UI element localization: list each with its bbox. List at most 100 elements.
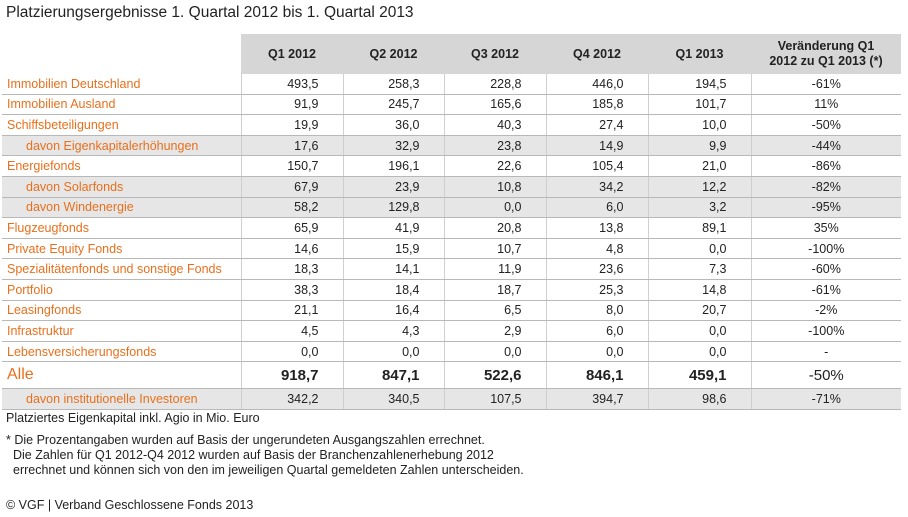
row-label: Portfolio — [2, 279, 241, 301]
value-cell: 10,7 — [443, 238, 546, 260]
value-cell: 0,0 — [240, 341, 343, 363]
value-cell: 165,6 — [443, 94, 546, 116]
value-cell: 34,2 — [545, 176, 648, 198]
value-cell: 15,9 — [342, 238, 444, 260]
value-cell: 14,6 — [240, 238, 343, 260]
value-cell: 847,1 — [342, 361, 444, 390]
value-cell: 23,9 — [342, 176, 444, 198]
change-cell: -100% — [750, 238, 901, 260]
value-cell: 493,5 — [240, 74, 343, 95]
value-cell: 9,9 — [647, 135, 751, 157]
change-cell: -100% — [750, 320, 901, 342]
header-corner — [2, 34, 241, 74]
value-cell: 98,6 — [647, 388, 751, 410]
row-label: davon institutionelle Investoren — [2, 388, 241, 410]
value-cell: 459,1 — [647, 361, 751, 390]
header-row: Q1 2012 Q2 2012 Q3 2012 Q4 2012 Q1 2013 Verän… — [2, 34, 901, 74]
change-cell: -71% — [750, 388, 901, 410]
table-row: Immobilien Ausland 91,9 245,7 165,6 185,8 101… — [2, 94, 901, 116]
value-cell: 14,9 — [545, 135, 648, 157]
copyright-note: © VGF | Verband Geschlossene Fonds 2013 — [6, 498, 254, 512]
row-label: Alle — [2, 361, 241, 390]
value-cell: 258,3 — [342, 74, 444, 95]
table-row: Portfolio 38,3 18,4 18,7 25,3 14,8 -61% — [2, 279, 901, 301]
value-cell: 40,3 — [443, 114, 546, 136]
row-label: Schiffsbeteiligungen — [2, 114, 241, 136]
change-cell: 35% — [750, 217, 901, 239]
value-cell: 89,1 — [647, 217, 751, 239]
value-cell: 6,0 — [545, 320, 648, 342]
value-cell: 20,8 — [443, 217, 546, 239]
value-cell: 23,8 — [443, 135, 546, 157]
change-cell: -86% — [750, 155, 901, 177]
value-cell: 185,8 — [545, 94, 648, 116]
column-header-text: 2012 zu Q1 2013 (*) — [769, 54, 883, 68]
row-label: Immobilien Ausland — [2, 94, 241, 116]
table-row: Private Equity Fonds 14,6 15,9 10,7 4,8 0,0 -1… — [2, 238, 901, 260]
change-cell: -95% — [750, 197, 901, 219]
value-cell: 23,6 — [545, 258, 648, 280]
value-cell: 18,4 — [342, 279, 444, 301]
row-label: Lebensversicherungsfonds — [2, 341, 241, 363]
value-cell: 65,9 — [240, 217, 343, 239]
value-cell: 194,5 — [647, 74, 751, 95]
value-cell: 38,3 — [240, 279, 343, 301]
table-row: Leasingfonds 21,1 16,4 6,5 8,0 20,7 -2% — [2, 300, 901, 322]
change-cell: -2% — [750, 300, 901, 322]
value-cell: 22,6 — [443, 155, 546, 177]
change-cell: -50% — [750, 114, 901, 136]
row-label: davon Eigenkapitalerhöhungen — [2, 135, 241, 157]
change-cell: -61% — [750, 74, 901, 95]
change-cell: -61% — [750, 279, 901, 301]
row-label: davon Windenergie — [2, 197, 241, 219]
value-cell: 19,9 — [240, 114, 343, 136]
sub-row: davon Eigenkapitalerhöhungen 17,6 32,9 23,8… — [2, 135, 901, 157]
value-cell: 129,8 — [342, 197, 444, 219]
footnote-line-3: errechnet und können sich von den im jew… — [13, 463, 524, 477]
sub-row: davon Solarfonds 67,9 23,9 10,8 34,2 12,2 -82% — [2, 176, 901, 198]
change-cell: 11% — [750, 94, 901, 116]
value-cell: 41,9 — [342, 217, 444, 239]
value-cell: 12,2 — [647, 176, 751, 198]
footnote-line-2: Die Zahlen für Q1 2012-Q4 2012 wurden au… — [13, 448, 494, 462]
value-cell: 105,4 — [545, 155, 648, 177]
column-header: Q1 2012 — [241, 34, 343, 74]
row-label: Energiefonds — [2, 155, 241, 177]
value-cell: 0,0 — [443, 341, 546, 363]
column-header: Veränderung Q1 2012 zu Q1 2013 (*) — [751, 34, 901, 74]
change-cell: -82% — [750, 176, 901, 198]
value-cell: 16,4 — [342, 300, 444, 322]
value-cell: 0,0 — [342, 341, 444, 363]
value-cell: 340,5 — [342, 388, 444, 410]
column-header-text: Q3 2012 — [471, 46, 519, 61]
change-cell: -50% — [750, 361, 901, 390]
value-cell: 8,0 — [545, 300, 648, 322]
table-title: Platzierungsergebnisse 1. Quartal 2012 b… — [6, 4, 414, 21]
value-cell: 14,1 — [342, 258, 444, 280]
value-cell: 0,0 — [443, 197, 546, 219]
placement-results-table: Q1 2012 Q2 2012 Q3 2012 Q4 2012 Q1 2013 Verän… — [2, 34, 901, 410]
value-cell: 11,9 — [443, 258, 546, 280]
value-cell: 6,0 — [545, 197, 648, 219]
value-cell: 91,9 — [240, 94, 343, 116]
column-header-text: Veränderung Q1 — [777, 39, 875, 53]
value-cell: 13,8 — [545, 217, 648, 239]
column-header-text: Q2 2012 — [369, 46, 418, 61]
value-cell: 4,5 — [240, 320, 343, 342]
value-cell: 20,7 — [647, 300, 751, 322]
table-row: Immobilien Deutschland 493,5 258,3 228,8 446… — [2, 74, 901, 95]
change-cell: -44% — [750, 135, 901, 157]
row-label: Private Equity Fonds — [2, 238, 241, 260]
value-cell: 4,3 — [342, 320, 444, 342]
table-row: Schiffsbeteiligungen 19,9 36,0 40,3 27,4 10,0… — [2, 114, 901, 136]
row-label: Immobilien Deutschland — [2, 74, 241, 95]
value-cell: 4,8 — [545, 238, 648, 260]
column-header: Q4 2012 — [546, 34, 648, 74]
value-cell: 101,7 — [647, 94, 751, 116]
value-cell: 0,0 — [545, 341, 648, 363]
value-cell: 0,0 — [647, 238, 751, 260]
value-cell: 228,8 — [443, 74, 546, 95]
change-cell: - — [750, 341, 901, 363]
table-row: Energiefonds 150,7 196,1 22,6 105,4 21,0 -86% — [2, 155, 901, 177]
value-cell: 7,3 — [647, 258, 751, 280]
